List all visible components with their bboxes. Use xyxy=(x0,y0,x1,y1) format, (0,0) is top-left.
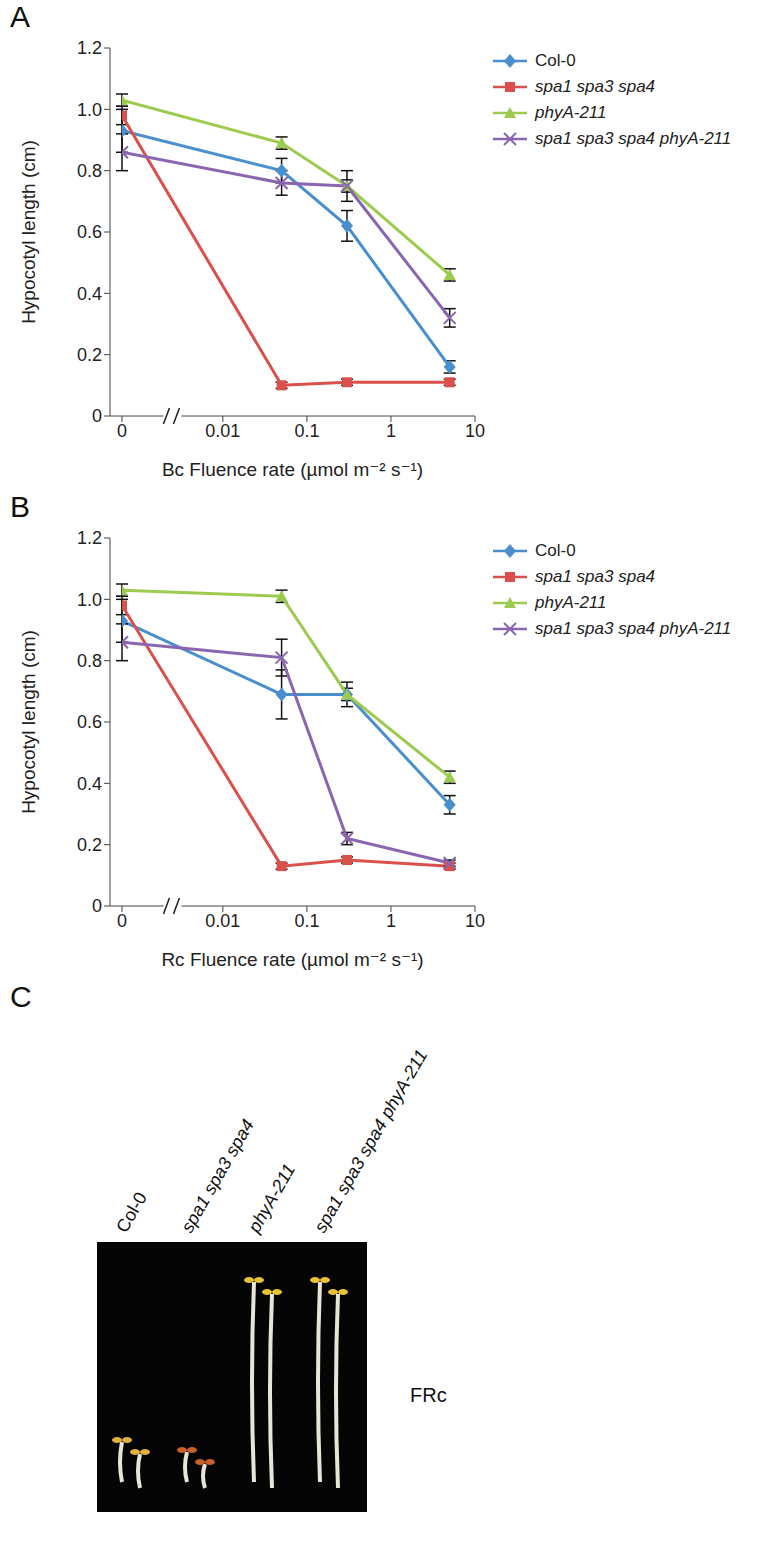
svg-text:10: 10 xyxy=(465,421,485,441)
html-text:B: B xyxy=(10,490,30,523)
svg-text:Bc Fluence rate (µmol m⁻² s⁻¹): Bc Fluence rate (µmol m⁻² s⁻¹) xyxy=(162,459,423,480)
svg-text:1.0: 1.0 xyxy=(77,590,102,610)
html-text:spa1 spa3 spa4 phyA-211: spa1 spa3 spa4 phyA-211 xyxy=(535,619,732,638)
svg-text:Hypocotyl length (cm): Hypocotyl length (cm) xyxy=(18,140,39,324)
svg-text:spa1 spa3 spa4: spa1 spa3 spa4 xyxy=(177,1116,258,1236)
html-text:phyA-211: phyA-211 xyxy=(535,103,607,122)
svg-text:Rc Fluence rate (µmol m⁻² s⁻¹): Rc Fluence rate (µmol m⁻² s⁻¹) xyxy=(161,949,423,970)
svg-text:0.1: 0.1 xyxy=(294,911,319,931)
html-text:C: C xyxy=(10,980,32,1013)
svg-text:Col-0: Col-0 xyxy=(112,1189,151,1236)
svg-text:1.2: 1.2 xyxy=(77,38,102,58)
svg-text:0.1: 0.1 xyxy=(294,421,319,441)
html-text:Col-0: Col-0 xyxy=(535,51,576,70)
svg-text:1: 1 xyxy=(386,911,396,931)
svg-text:0.6: 0.6 xyxy=(77,222,102,242)
svg-text:0.01: 0.01 xyxy=(205,911,240,931)
svg-text:0: 0 xyxy=(92,896,102,916)
svg-text:0.8: 0.8 xyxy=(77,161,102,181)
svg-text:FRc: FRc xyxy=(410,1384,447,1406)
svg-text:1: 1 xyxy=(386,421,396,441)
svg-text:0.4: 0.4 xyxy=(77,774,102,794)
svg-text:phyA-211: phyA-211 xyxy=(244,1160,300,1236)
svg-text:0.2: 0.2 xyxy=(77,835,102,855)
svg-text:spa1 spa3 spa4 phyA-211: spa1 spa3 spa4 phyA-211 xyxy=(310,1046,431,1236)
html-text:spa1 spa3 spa4: spa1 spa3 spa4 xyxy=(535,567,655,586)
svg-text:0.6: 0.6 xyxy=(77,712,102,732)
html-text:spa1 spa3 spa4 phyA-211: spa1 spa3 spa4 phyA-211 xyxy=(535,129,732,148)
html-text:phyA-211: phyA-211 xyxy=(535,593,607,612)
html-text:A: A xyxy=(10,0,30,33)
svg-text:0.2: 0.2 xyxy=(77,345,102,365)
svg-text:1.0: 1.0 xyxy=(77,100,102,120)
svg-text:0: 0 xyxy=(117,911,127,931)
svg-text:0: 0 xyxy=(92,406,102,426)
svg-text:10: 10 xyxy=(465,911,485,931)
svg-text:0: 0 xyxy=(117,421,127,441)
svg-text:Hypocotyl length (cm): Hypocotyl length (cm) xyxy=(18,630,39,814)
svg-text:0.01: 0.01 xyxy=(205,421,240,441)
html-text:Col-0: Col-0 xyxy=(535,541,576,560)
svg-text:0.4: 0.4 xyxy=(77,284,102,304)
html-text:spa1 spa3 spa4: spa1 spa3 spa4 xyxy=(535,77,655,96)
svg-text:1.2: 1.2 xyxy=(77,528,102,548)
svg-text:0.8: 0.8 xyxy=(77,651,102,671)
